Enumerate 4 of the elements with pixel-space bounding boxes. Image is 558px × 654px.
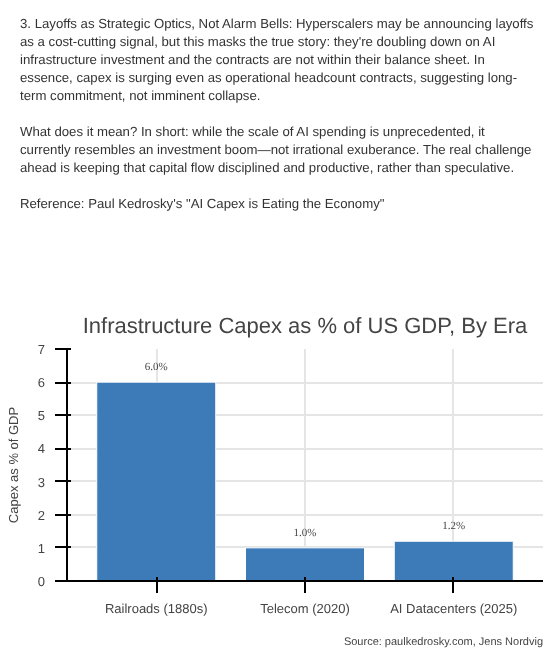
bar [393, 540, 514, 581]
bar [245, 547, 365, 581]
chart-title: Infrastructure Capex as % of US GDP, By Era [82, 315, 530, 339]
bar [96, 381, 217, 581]
